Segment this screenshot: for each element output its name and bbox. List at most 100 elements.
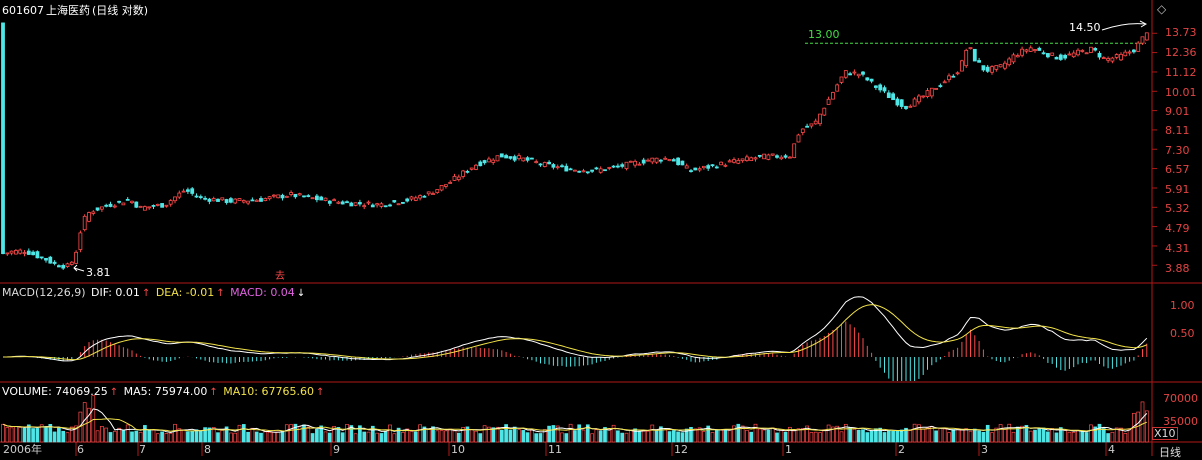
- volume-bar: [616, 430, 620, 443]
- candle-up: [835, 84, 840, 92]
- candle-down: [951, 75, 956, 78]
- candle-up: [1127, 51, 1132, 54]
- volume-bar: [220, 430, 225, 443]
- candle-up: [276, 194, 281, 199]
- volume-bar: [753, 423, 758, 443]
- x-axis-label: 1: [785, 443, 792, 456]
- candle-down: [585, 171, 590, 174]
- volume-bar: [1093, 426, 1098, 443]
- candle-down: [710, 164, 715, 167]
- volume-bar: [1076, 430, 1080, 443]
- candle-down: [327, 200, 332, 204]
- candle-up: [740, 158, 745, 161]
- candle-up: [82, 215, 87, 231]
- volume-bar: [1054, 432, 1059, 443]
- candle-down: [603, 169, 607, 172]
- volume-bar: [65, 432, 70, 443]
- candle-up: [960, 60, 964, 72]
- candle-up: [573, 169, 577, 172]
- candle-up: [908, 105, 913, 108]
- candle-up: [727, 160, 732, 163]
- candle-down: [972, 48, 977, 62]
- candle-up: [263, 198, 268, 201]
- volume-bar: [284, 424, 289, 443]
- candle-up: [684, 165, 689, 169]
- volume-bar: [1110, 431, 1115, 443]
- candle-up: [753, 157, 758, 160]
- candle-down: [641, 159, 646, 164]
- candle-down: [538, 163, 543, 166]
- volume-bar: [375, 432, 379, 443]
- volume-bar: [465, 426, 470, 443]
- volume-bar: [499, 429, 504, 443]
- volume-bar: [1028, 430, 1033, 443]
- candle-up: [633, 160, 637, 166]
- volume-bar: [332, 425, 336, 443]
- candle-down: [1037, 47, 1042, 51]
- candle-up: [121, 202, 126, 206]
- candle-down: [340, 201, 345, 205]
- volume-bar: [736, 423, 741, 443]
- candle-down: [1097, 52, 1102, 58]
- candle-up: [813, 120, 818, 125]
- diamond-icon[interactable]: ◇: [1157, 2, 1167, 16]
- volume-bar: [667, 431, 672, 443]
- candle-down: [671, 159, 676, 162]
- volume-bar: [22, 427, 27, 443]
- volume-bar: [435, 430, 440, 443]
- candle-up: [998, 64, 1003, 68]
- price-axis-label: 13.73: [1165, 26, 1197, 39]
- volume-bar: [198, 430, 203, 443]
- volume-bar: [353, 433, 358, 443]
- volume-bar: [968, 430, 973, 443]
- candle-up: [130, 200, 134, 203]
- volume-bar: [250, 427, 255, 443]
- volume-bar: [104, 427, 109, 443]
- candle-up: [177, 192, 182, 198]
- candle-up: [628, 160, 633, 163]
- price-axis-label: 5.32: [1165, 202, 1190, 215]
- ex-rights-marker: 去: [275, 271, 285, 282]
- volume-bar: [413, 431, 418, 443]
- volume-bar: [813, 431, 818, 443]
- candle-down: [280, 194, 285, 199]
- candle-down: [805, 125, 809, 128]
- price-axis-label: 12.36: [1165, 46, 1197, 59]
- volume-bar: [474, 430, 478, 443]
- macd-histogram: [6, 321, 1148, 381]
- x-axis-label: 3: [981, 443, 988, 456]
- candle-up: [220, 197, 225, 201]
- candle-up: [1089, 46, 1093, 53]
- volume-bar: [280, 430, 285, 443]
- volume-bar: [143, 425, 147, 443]
- candle-up: [366, 201, 371, 204]
- candle-up: [912, 98, 917, 107]
- price-axis-label: 7.30: [1165, 144, 1190, 157]
- volume-bar: [796, 428, 801, 443]
- price-axis-label: 11.12: [1165, 66, 1197, 79]
- volume-bar: [194, 429, 199, 443]
- candle-up: [749, 157, 754, 161]
- volume-bar: [590, 433, 594, 443]
- volume-bar: [577, 424, 582, 443]
- volume-bar: [125, 424, 130, 443]
- candle-up: [486, 158, 491, 163]
- candle-down: [203, 197, 208, 200]
- candle-up: [663, 157, 668, 160]
- candle-up: [1144, 32, 1149, 41]
- volume-bar: [504, 424, 508, 443]
- volume-bar: [684, 428, 689, 443]
- price-candles[interactable]: [1, 22, 1149, 270]
- candle-up: [22, 252, 27, 254]
- volume-bar: [942, 428, 947, 443]
- candle-up: [581, 170, 586, 173]
- candle-up: [917, 95, 921, 103]
- volume-bar: [740, 425, 745, 443]
- candle-up: [788, 156, 792, 159]
- candle-down: [216, 198, 220, 202]
- candle-down: [228, 198, 233, 203]
- candle-down: [899, 99, 904, 107]
- volume-bar: [319, 425, 324, 443]
- volume-bar: [259, 432, 263, 443]
